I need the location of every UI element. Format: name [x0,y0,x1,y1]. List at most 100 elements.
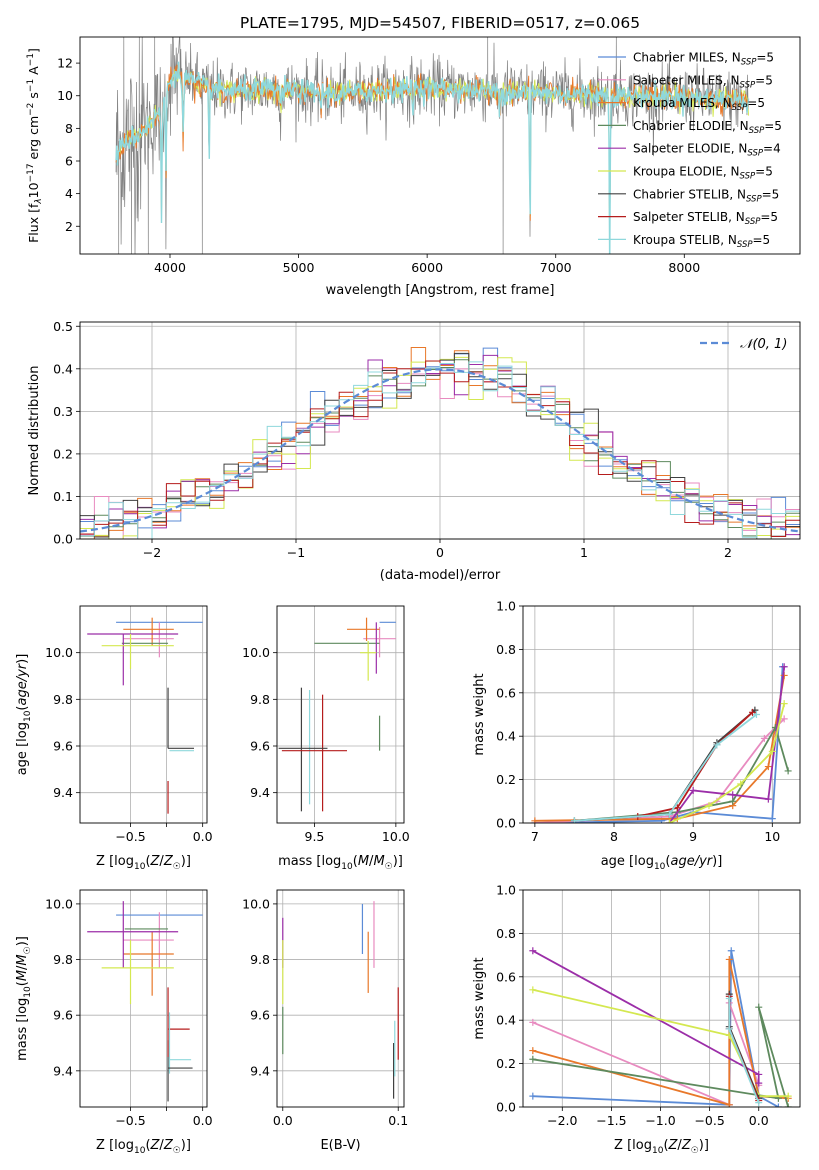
series-marker-kroupa_elodie [780,700,788,708]
axes-age_vs_Z: −0.5 0.0 9.4 9.6 9.8 10.0 Z [log10(Z/Z☉)] age [… [15,605,213,872]
x-label-massweight_vs_Z: Z [log10(Z/Z☉)] [614,1138,709,1156]
y-tick-label: 9.6 [53,739,73,754]
series-marker-kroupa_miles [531,817,539,823]
y-tick-label: 9.8 [250,952,270,967]
y-tick-label: 9.8 [250,692,270,707]
x-tick-label: 0.1 [388,1113,408,1128]
axes-massweight_vs_age: 7 8 9 10 0.0 0.2 0.4 0.6 0.8 1.0 age [log10(age/yr… [472,599,801,872]
series-marker-salpeter_elodie [755,1070,763,1078]
legend-label-kroupa_stelib: Kroupa STELIB, NSSP=5 [633,233,770,250]
series-marker-chabrier_elodie [784,1103,792,1107]
y-tick-label: 9.8 [53,952,73,967]
series-line-kroupa_elodie [669,703,786,823]
y-tick-label: 0.4 [496,1013,516,1028]
axes-massweight_vs_Z: −2.0 −1.5 −1.0 −0.5 0.0 0.0 0.2 0.4 0.6 0.8 1.0 Z [… [472,883,801,1156]
series-marker-kroupa_miles [725,955,733,963]
y-tick-label: 10.0 [242,645,270,660]
series-marker-kroupa_miles [529,1047,537,1055]
hist-step-kroupa_stelib [80,361,800,539]
series-marker-kroupa_stelib [665,810,673,818]
y-tick-label: 0.2 [496,772,516,787]
y-tick-label: 9.4 [53,1063,73,1078]
series-marker-salpeter_miles [529,1018,537,1026]
y-tick-label: 10.0 [45,645,73,660]
series-line-salpeter_miles [534,718,785,823]
spectrum-x-label: wavelength [Angstrom, rest frame] [326,283,555,298]
x-label-mass_vs_EBV: E(B-V) [320,1138,360,1153]
y-tick-label: 0.5 [53,319,73,334]
series-marker-kroupa_elodie [665,819,673,823]
hist-step-salpeter_stelib [80,360,800,539]
series-marker-kroupa_elodie [784,1092,792,1100]
axes-frame [522,605,801,824]
y-tick-label: 9.4 [250,1063,270,1078]
legend-label-kroupa_elodie: Kroupa ELODIE, NSSP=5 [633,165,773,182]
plot-area-residual_histogram [80,347,800,539]
y-tick-label: 10.0 [45,896,73,911]
series-line-salpeter_stelib [637,711,754,818]
y-tick-label: 0.4 [53,361,73,376]
y-tick-label: 0.0 [496,1100,516,1115]
y-tick-label: 9.6 [53,1008,73,1023]
axes-frame [79,36,801,255]
x-tick-label: 9 [689,829,697,844]
plot-area-mass_vs_Z [87,901,203,1102]
series-marker-salpeter_stelib [749,708,757,716]
series-marker-kroupa_stelib [713,741,721,749]
x-tick-label: −1 [287,545,305,560]
hist-x-label: (data-model)/error [380,568,501,583]
legend-label-chabrier_miles: Chabrier MILES, NSSP=5 [633,51,774,68]
axes-spectrum: 4000 5000 6000 7000 8000 2 4 6 8 10 12 Flux [fλ10−1… [26,36,801,298]
normal-curve [80,368,800,533]
series-marker-kroupa_stelib [752,711,760,718]
y-tick-label: 0.0 [496,816,516,831]
series-marker-salpeter_elodie [755,1079,763,1087]
axes-frame [79,605,208,824]
axes-frame [79,889,208,1108]
legend-label-salpeter_stelib: Salpeter STELIB, NSSP=5 [633,210,778,227]
series-marker-salpeter_miles [780,715,788,723]
x-tick-label: −0.5 [115,1113,145,1128]
x-tick-label: 0.0 [193,829,213,844]
x-tick-label: 1 [580,545,588,560]
series-marker-chabrier_elodie [784,767,792,775]
x-label-age_vs_Z: Z [log10(Z/Z☉)] [96,854,191,872]
y-tick-label: 0.6 [496,969,516,984]
series-marker-salpeter_stelib [673,804,681,812]
series-marker-chabrier_miles [529,1092,537,1100]
x-tick-label: 2 [724,545,732,560]
x-tick-label: 0.0 [193,1113,213,1128]
series-marker-kroupa_miles [725,1101,733,1107]
x-tick-label: 10.0 [382,829,410,844]
y-label-mass_vs_Z: mass [log10(M/M☉)] [15,936,33,1061]
spectrum-model-kroupa_stelib [115,61,750,254]
x-label-massweight_vs_age: age [log10(age/yr)] [601,854,723,872]
legend-label-kroupa_miles: Kroupa MILES, NSSP=5 [633,96,765,113]
y-tick-label: 9.4 [53,785,73,800]
y-tick-label: 9.4 [250,785,270,800]
plot-area-massweight_vs_Z [529,947,792,1107]
series-marker-chabrier_elodie [529,1055,537,1063]
series-marker-salpeter_elodie [529,947,537,955]
y-tick-label: 1.0 [496,883,516,898]
plot-area-age_vs_Z [87,617,203,814]
series-line-chabrier_miles [534,666,784,823]
normal-legend-label: 𝒩(0, 1) [740,337,787,352]
series-marker-chabrier_miles [768,815,776,823]
y-tick-label: 0.2 [496,1056,516,1071]
x-tick-label: 7 [531,829,539,844]
y-tick-label: 12 [57,56,73,71]
axes-frame [79,321,801,540]
series-line-kroupa_miles [534,675,786,822]
x-label-age_vs_mass: mass [log10(M/M☉)] [278,854,403,872]
x-tick-label: −2.0 [547,1113,577,1128]
series-marker-salpeter_elodie [729,791,737,799]
series-marker-kroupa_stelib [725,995,733,1002]
hist-y-label: Normed distribution [27,366,42,496]
axes-age_vs_mass: 9.5 10.0 9.4 9.6 9.8 10.0 mass [log10(M/M☉)] [242,605,410,872]
x-tick-label: 0.0 [273,1113,293,1128]
axes-frame [276,605,405,824]
x-tick-label: 5000 [283,260,315,275]
plot-area-massweight_vs_age [531,663,792,823]
